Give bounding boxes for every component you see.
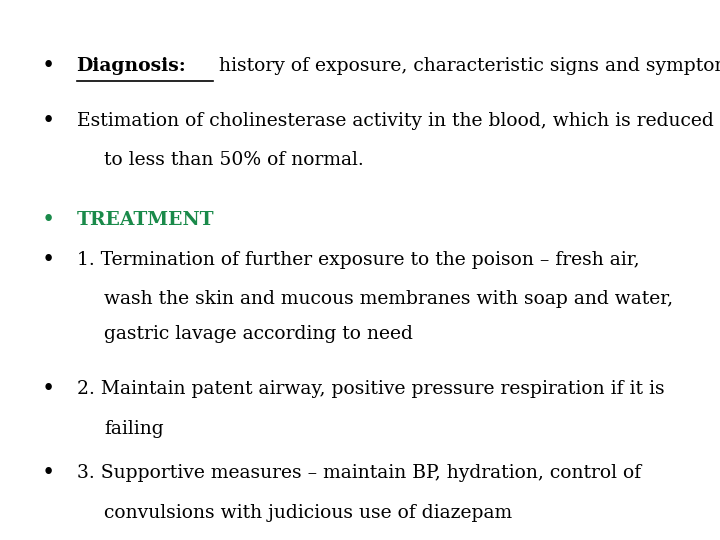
- Text: failing: failing: [104, 420, 164, 437]
- Text: wash the skin and mucous membranes with soap and water,: wash the skin and mucous membranes with …: [104, 291, 673, 308]
- Text: •: •: [42, 55, 55, 77]
- Text: Estimation of cholinesterase activity in the blood, which is reduced: Estimation of cholinesterase activity in…: [76, 112, 714, 130]
- Text: convulsions with judicious use of diazepam: convulsions with judicious use of diazep…: [104, 504, 513, 522]
- Text: •: •: [42, 209, 55, 231]
- Text: Diagnosis:: Diagnosis:: [76, 57, 186, 75]
- Text: •: •: [42, 462, 55, 484]
- Text: history of exposure, characteristic signs and symptoms: history of exposure, characteristic sign…: [212, 57, 720, 75]
- Text: •: •: [42, 378, 55, 400]
- Text: TREATMENT: TREATMENT: [76, 211, 215, 229]
- Text: 2. Maintain patent airway, positive pressure respiration if it is: 2. Maintain patent airway, positive pres…: [76, 380, 665, 398]
- Text: •: •: [42, 110, 55, 132]
- Text: to less than 50% of normal.: to less than 50% of normal.: [104, 151, 364, 169]
- Text: •: •: [42, 248, 55, 271]
- Text: 3. Supportive measures – maintain BP, hydration, control of: 3. Supportive measures – maintain BP, hy…: [76, 464, 641, 482]
- Text: 1. Termination of further exposure to the poison – fresh air,: 1. Termination of further exposure to th…: [76, 251, 639, 268]
- Text: gastric lavage according to need: gastric lavage according to need: [104, 325, 413, 343]
